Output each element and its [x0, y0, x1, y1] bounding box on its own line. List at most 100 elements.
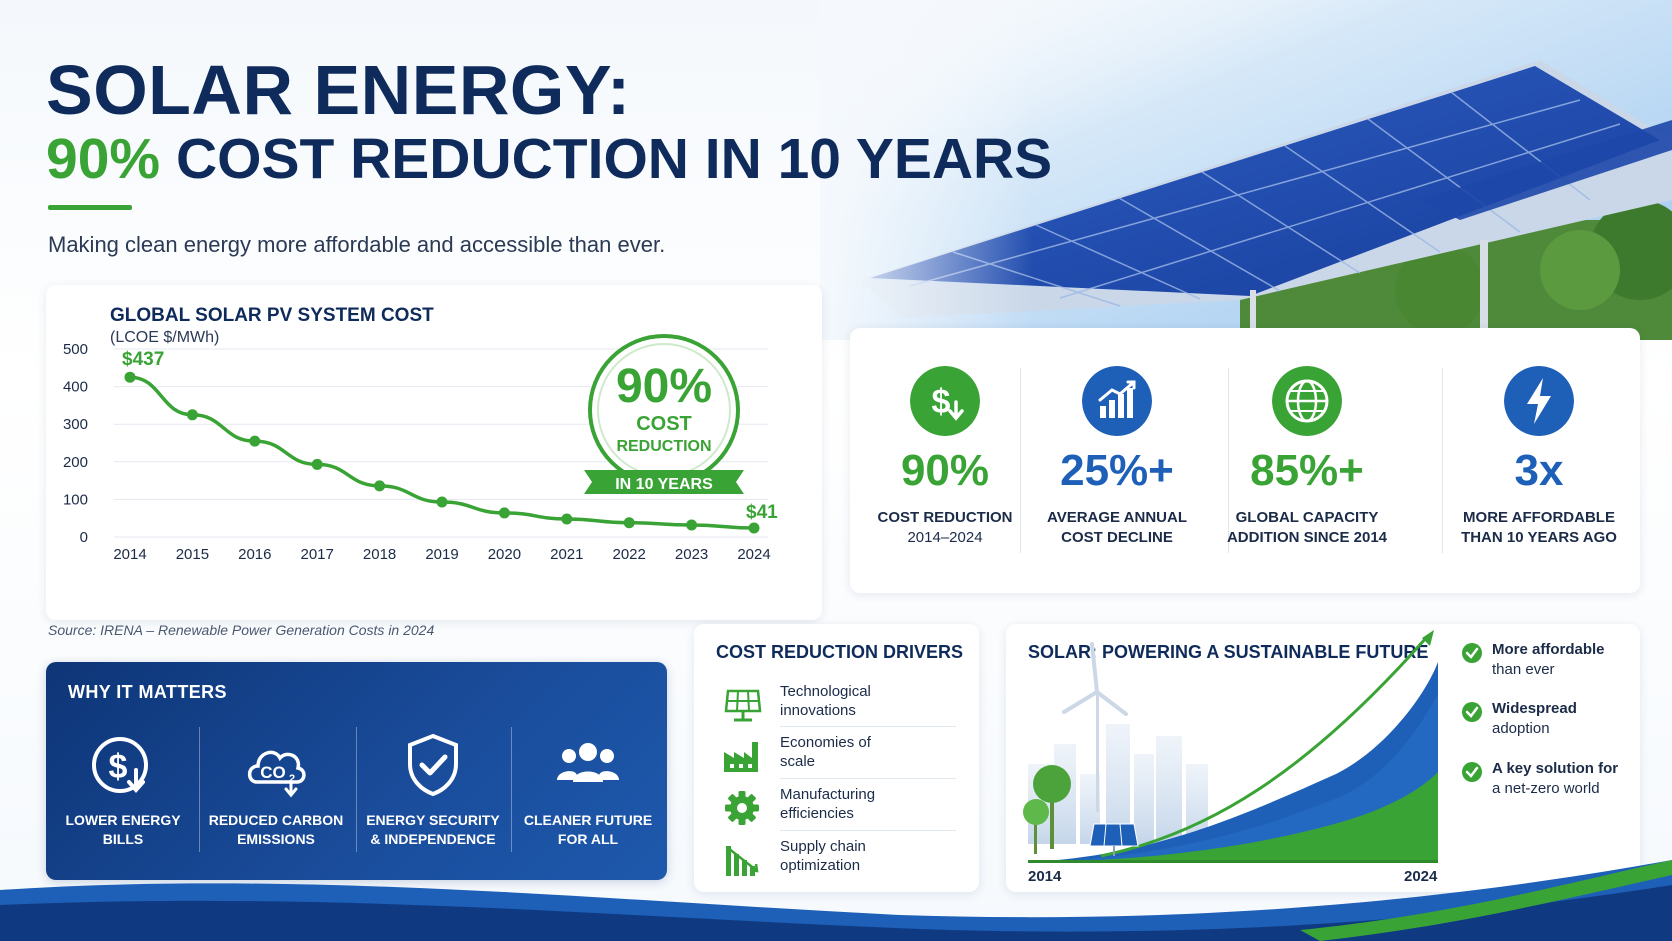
mini-solar-panel-icon: [1089, 823, 1139, 856]
start-value-label: $437: [122, 349, 164, 370]
stat-cost-reduction: $ 90% COST REDUCTION 2014–2024: [850, 328, 1040, 593]
stat-label: AVERAGE ANNUAL: [1046, 509, 1187, 526]
x-tick-label: 2014: [113, 546, 146, 563]
area-layer-green: [1028, 772, 1438, 862]
divider: [1020, 368, 1021, 553]
divider: [356, 727, 357, 852]
divider: [1442, 368, 1443, 553]
stat-label: MORE AFFORDABLE: [1463, 509, 1615, 526]
y-tick-label: 300: [63, 416, 88, 433]
y-tick-label: 0: [80, 529, 88, 546]
driver-label: innovations: [780, 702, 856, 719]
drivers-title: COST REDUCTION DRIVERS: [716, 642, 964, 662]
stat-value: 25%+: [1060, 446, 1174, 495]
driver-item: Technological innovations: [722, 679, 962, 729]
data-point: [186, 409, 198, 421]
data-point: [686, 519, 698, 531]
stat-sublabel: COST DECLINE: [1061, 529, 1173, 546]
svg-text:$: $: [109, 748, 128, 786]
data-point: [124, 371, 136, 383]
why-it-matters-card: WHY IT MATTERS $ LOWER ENERGY BILLS CO 2…: [46, 662, 667, 880]
growth-area-illustration: [1023, 630, 1438, 863]
stat-sublabel: THAN 10 YEARS AGO: [1461, 529, 1617, 546]
data-point: [374, 480, 386, 492]
co2-glyph: CO: [260, 763, 286, 782]
future-point-text: a net-zero world: [1492, 780, 1600, 797]
data-point: [311, 458, 323, 470]
why-item-cleaner-future: CLEANER FUTURE FOR ALL: [513, 732, 663, 872]
future-point-title: A key solution for: [1492, 760, 1619, 777]
divider: [780, 830, 956, 831]
people-icon: [557, 743, 619, 782]
cost-series-line: [128, 375, 756, 530]
year-start-label: 2014: [1028, 868, 1062, 885]
x-tick-label: 2023: [675, 546, 708, 563]
driver-label: Supply chain: [780, 838, 866, 855]
driver-label: optimization: [780, 857, 861, 874]
x-tick-label: 2018: [363, 546, 396, 563]
rising-chart-icon: [1082, 366, 1152, 436]
future-point-text: than ever: [1492, 661, 1555, 678]
svg-text:$: $: [932, 383, 951, 421]
shield-check-icon: [408, 733, 458, 797]
future-point-title: More affordable: [1492, 641, 1605, 658]
x-tick-label: 2015: [176, 546, 209, 563]
cost-chart-card: GLOBAL SOLAR PV SYSTEM COST (LCOE $/MWh)…: [46, 285, 822, 620]
page-title: SOLAR ENERGY:: [46, 51, 631, 129]
tree-icon: [1023, 765, 1071, 854]
driver-label: efficiencies: [780, 805, 854, 822]
stat-sublabel: ADDITION SINCE 2014: [1226, 529, 1388, 546]
chart-unit-label: (LCOE $/MWh): [110, 329, 220, 346]
x-tick-label: 2024: [737, 546, 770, 563]
future-title: SOLAR: POWERING A SUSTAINABLE FUTURE: [1028, 642, 1429, 662]
dollar-down-icon: $: [92, 737, 148, 794]
future-point-text: adoption: [1492, 720, 1550, 737]
check-circle-icon: [1462, 643, 1482, 663]
why-title: WHY IT MATTERS: [68, 682, 227, 702]
stat-value: 3x: [1514, 446, 1564, 495]
why-label: EMISSIONS: [237, 831, 315, 847]
title-underline: [48, 205, 132, 210]
headline-percent: 90%: [46, 127, 161, 191]
why-label: FOR ALL: [557, 831, 619, 847]
check-circle-icon: [1462, 702, 1482, 722]
stat-value: 90%: [900, 446, 990, 495]
gear-icon: [725, 791, 759, 825]
x-tick-label: 2016: [238, 546, 271, 563]
headline-text: COST REDUCTION IN 10 YEARS: [175, 127, 1053, 191]
area-layer-blue: [1028, 662, 1438, 862]
divider: [511, 727, 512, 852]
x-tick-label: 2017: [301, 546, 334, 563]
data-point: [748, 522, 760, 534]
tagline: Making clean energy more affordable and …: [48, 232, 666, 257]
solar-panel-icon: [724, 689, 762, 722]
stat-value: 85%+: [1250, 446, 1364, 495]
drivers-card: COST REDUCTION DRIVERS Technological inn…: [694, 624, 979, 892]
stat-more-affordable: 3x MORE AFFORDABLE THAN 10 YEARS AGO: [1444, 328, 1634, 593]
why-label: BILLS: [102, 831, 144, 847]
growth-arrow: [1100, 637, 1428, 858]
badge-percent: 90%: [616, 360, 712, 413]
stat-label: GLOBAL CAPACITY: [1235, 509, 1379, 526]
chart-title: GLOBAL SOLAR PV SYSTEM COST: [110, 305, 434, 326]
divider: [780, 778, 956, 779]
why-item-energy-security: ENERGY SECURITY & INDEPENDENCE: [358, 732, 508, 872]
supply-chart-icon: [726, 846, 759, 876]
dollar-down-icon: $: [910, 366, 980, 436]
page-subtitle-headline: 90% COST REDUCTION IN 10 YEARS: [46, 126, 1052, 192]
future-card: SOLAR: POWERING A SUSTAINABLE FUTURE: [1006, 624, 1640, 892]
data-point: [561, 513, 573, 525]
x-tick-label: 2021: [550, 546, 583, 563]
badge-line2: REDUCTION: [616, 438, 711, 455]
y-tick-label: 200: [63, 454, 88, 471]
driver-label: Manufacturing: [780, 786, 876, 803]
why-label: LOWER ENERGY: [65, 812, 181, 828]
wind-turbine-icon: [1062, 642, 1128, 812]
lightning-icon: [1504, 366, 1574, 436]
x-tick-label: 2020: [488, 546, 521, 563]
stat-sublabel: 2014–2024: [907, 529, 983, 546]
badge-ribbon-text: IN 10 YEARS: [615, 476, 713, 493]
badge-ribbon: [584, 470, 744, 494]
end-value-label: $41: [746, 502, 778, 523]
source-note: Source: IRENA – Renewable Power Generati…: [48, 622, 435, 638]
